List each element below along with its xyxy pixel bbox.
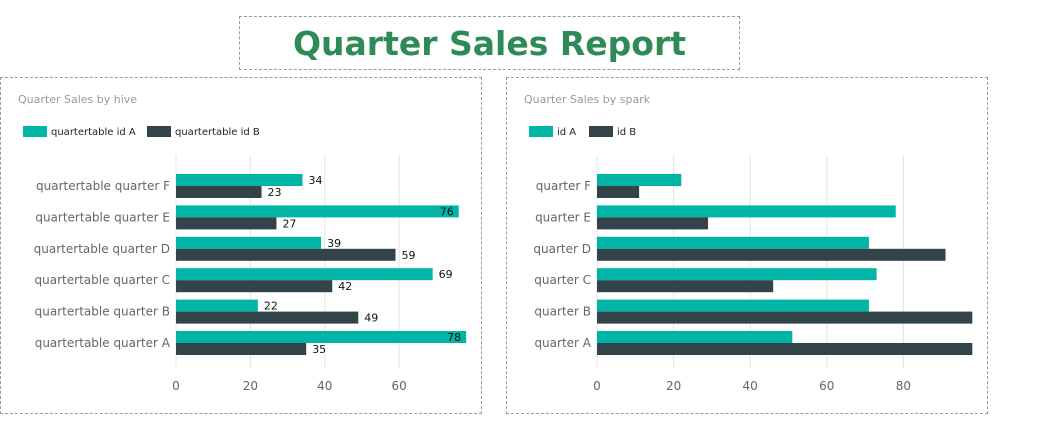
x-tick-label: 80	[896, 379, 911, 393]
data-label: 35	[312, 343, 326, 356]
data-label: 34	[308, 174, 322, 187]
category-label: quartertable quarter C	[35, 273, 170, 287]
bar-b	[597, 280, 774, 293]
legend-swatch-0	[23, 126, 47, 137]
data-label: 23	[268, 186, 282, 199]
category-label: quarter D	[533, 242, 591, 256]
bar-a	[597, 331, 793, 343]
bar-b	[176, 311, 359, 324]
bar-a	[176, 174, 303, 186]
x-tick-label: 20	[243, 379, 258, 393]
x-tick-label: 40	[317, 379, 332, 393]
report-title: Quarter Sales Report	[292, 23, 686, 63]
category-label: quarter B	[534, 305, 591, 319]
legend-label-1: id B	[617, 127, 636, 138]
data-label: 69	[439, 268, 453, 281]
bar-b	[597, 217, 709, 230]
bar-b	[176, 280, 333, 293]
data-label: 27	[282, 217, 296, 230]
category-label: quartertable quarter D	[34, 242, 170, 256]
data-label: 49	[364, 312, 378, 325]
x-tick-label: 60	[392, 379, 407, 393]
legend-swatch-1	[589, 126, 613, 137]
bar-a	[176, 268, 433, 281]
chart-title: Quarter Sales by spark	[524, 93, 651, 106]
legend-label-0: id A	[557, 127, 576, 138]
legend-label-0: quartertable id A	[51, 127, 136, 138]
data-label: 39	[327, 237, 341, 250]
category-label: quartertable quarter B	[35, 305, 170, 319]
category-label: quartertable quarter A	[35, 336, 171, 350]
bar-a	[597, 236, 869, 249]
spark-bar-chart: Quarter Sales by spark id A id B 0 20 40 60 80 q…	[524, 93, 973, 393]
x-tick-label: 60	[819, 379, 834, 393]
bar-a	[597, 299, 869, 312]
legend-swatch-0	[529, 126, 553, 137]
legend-swatch-1	[147, 126, 171, 137]
bar-a	[176, 236, 322, 249]
legend-label-1: quartertable id B	[175, 127, 260, 138]
spark-chart-panel: Quarter Sales by spark id A id B 0 20 40 60 80 q…	[506, 77, 988, 414]
data-label: 59	[401, 249, 415, 262]
bar-b	[176, 186, 262, 198]
bar-a	[176, 299, 258, 312]
bar-b	[597, 248, 946, 261]
bar-b	[176, 248, 396, 261]
category-label: quarter E	[535, 210, 591, 224]
hive-chart-panel: Quarter Sales by hive quartertable id A qu…	[0, 77, 482, 414]
hive-bar-chart: Quarter Sales by hive quartertable id A qu…	[18, 93, 467, 393]
x-tick-label: 20	[666, 379, 681, 393]
category-label: quarter F	[536, 179, 591, 193]
data-label: 78	[447, 331, 461, 344]
x-tick-label: 40	[743, 379, 758, 393]
data-label: 22	[264, 300, 278, 313]
bar-a	[597, 268, 877, 281]
bar-b	[176, 217, 277, 230]
chart-title: Quarter Sales by hive	[18, 93, 137, 106]
data-label: 76	[440, 205, 454, 218]
category-label: quartertable quarter E	[35, 210, 170, 224]
data-label: 42	[338, 280, 352, 293]
report-title-box: Quarter Sales Report	[239, 16, 740, 70]
x-tick-label: 0	[172, 379, 180, 393]
x-tick-label: 0	[593, 379, 601, 393]
category-label: quartertable quarter F	[36, 179, 170, 193]
bar-a	[597, 205, 896, 218]
bar-a	[176, 331, 467, 343]
bar-b	[597, 343, 973, 355]
bar-b	[176, 343, 307, 355]
category-label: quarter C	[534, 273, 591, 287]
bar-a	[176, 205, 459, 218]
category-label: quarter A	[534, 336, 591, 350]
bar-b	[597, 186, 640, 198]
bar-a	[597, 174, 682, 186]
bar-b	[597, 311, 973, 324]
